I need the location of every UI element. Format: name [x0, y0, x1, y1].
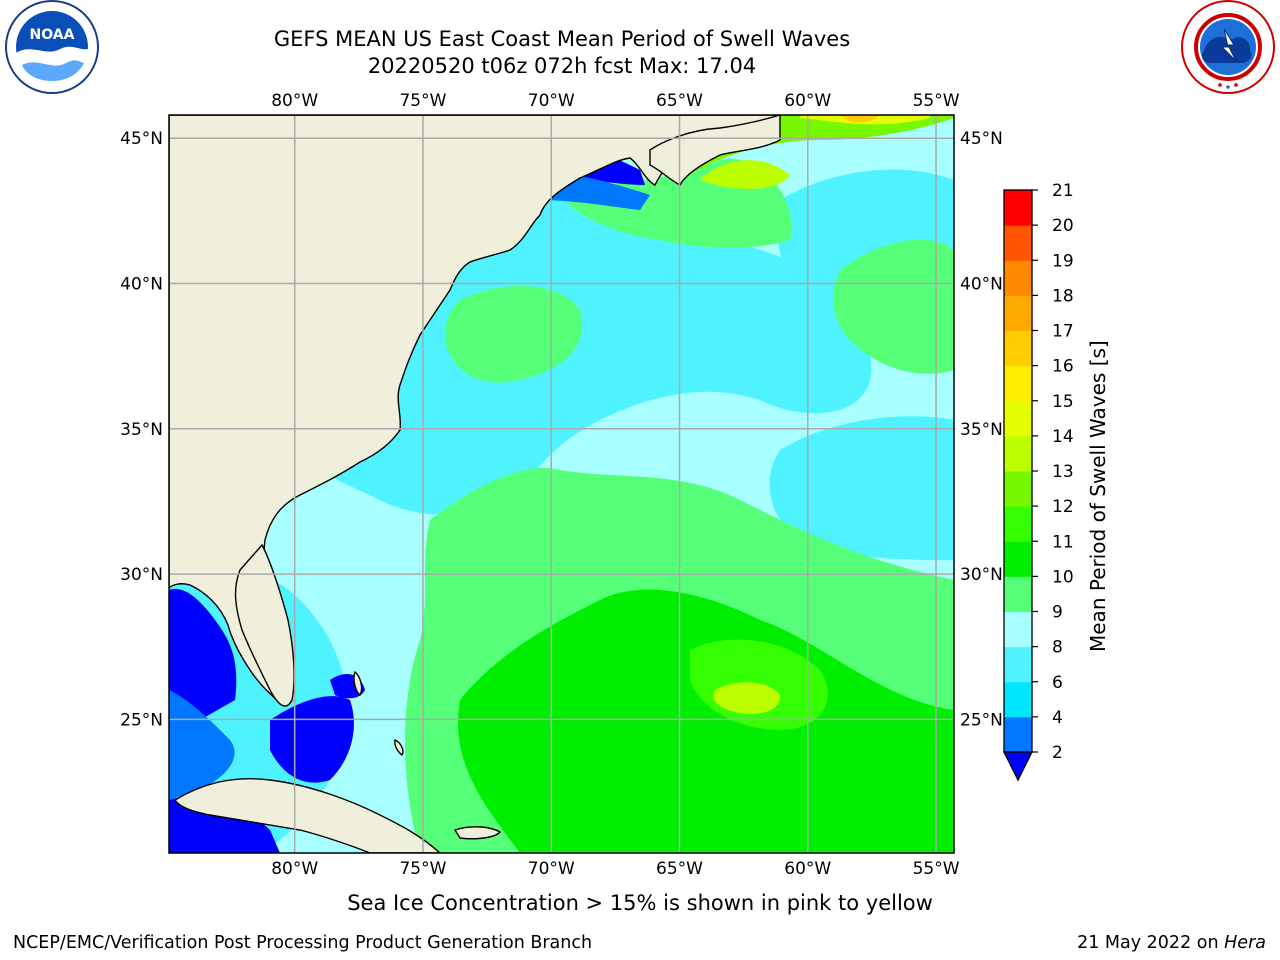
colorbar-tick-label: 11: [1052, 532, 1074, 552]
lat-label-left: 40°N: [120, 275, 163, 295]
lat-label-left: 25°N: [120, 710, 163, 730]
longitude-labels-top: 80°W 75°W 70°W 65°W 60°W 55°W: [271, 91, 959, 111]
lat-label-left: 45°N: [120, 129, 163, 149]
chart-title: GEFS MEAN US East Coast Mean Period of S…: [273, 27, 851, 51]
lat-label-right: 25°N: [960, 710, 1003, 730]
colorbar-segment: [1004, 365, 1032, 402]
field-band-2-4s-gulf: [169, 690, 235, 800]
land-florida: [234, 543, 295, 707]
colorbar-tick-label: 14: [1052, 427, 1074, 447]
colorbar-title: Mean Period of Swell Waves [s]: [1086, 340, 1110, 652]
field-band-12-13s-ne: [700, 160, 790, 190]
colorbar-tick-label: 12: [1052, 497, 1074, 517]
lat-label-right: 40°N: [960, 275, 1003, 295]
colorbar-segment: [1004, 576, 1032, 612]
colorbar-segment: [1004, 330, 1032, 367]
lon-label-bottom: 60°W: [784, 859, 831, 879]
lon-label-top: 80°W: [271, 91, 318, 111]
map-frame: [168, 114, 955, 854]
colorbar-segment: [1004, 471, 1032, 507]
footer-date-text: 21 May 2022 on: [1077, 933, 1225, 953]
field-band-under-2s-gulf: [169, 589, 237, 720]
lat-label-left: 30°N: [120, 565, 163, 585]
colorbar-tick-label: 13: [1052, 462, 1074, 482]
field-band-under-2s-bahamas: [270, 696, 354, 783]
noaa-logo-text: NOAA: [30, 27, 75, 43]
lon-label-top: 70°W: [528, 91, 575, 111]
graticule: [169, 115, 954, 853]
land-cuba: [174, 778, 442, 853]
colorbar-segment: [1004, 225, 1032, 261]
footer-producer: NCEP/EMC/Verification Post Processing Pr…: [13, 933, 593, 953]
colorbar-tick-label: 19: [1052, 251, 1074, 271]
lon-label-bottom: 70°W: [528, 859, 575, 879]
lon-label-top: 75°W: [399, 91, 446, 111]
colorbar-tick-label: 9: [1052, 603, 1063, 623]
colorbar-under-arrow: [1002, 751, 1034, 782]
colorbar-segment: [1004, 260, 1032, 296]
footer-date: 21 May 2022 on Hera: [1077, 933, 1266, 953]
colorbar-segment: [1004, 646, 1032, 683]
lon-label-bottom: 55°W: [913, 859, 960, 879]
colorbar-tick-label: 21: [1052, 181, 1074, 201]
colorbar-tick-label: 10: [1052, 567, 1074, 587]
colorbar-tick-label: 16: [1052, 357, 1074, 377]
lon-label-bottom: 65°W: [656, 859, 703, 879]
lat-label-left: 35°N: [120, 420, 163, 440]
lon-label-top: 55°W: [913, 91, 960, 111]
lat-label-right: 30°N: [960, 565, 1003, 585]
lon-label-top: 65°W: [656, 91, 703, 111]
lon-label-bottom: 75°W: [399, 859, 446, 879]
field-band-10-11s: [458, 589, 954, 853]
latitude-labels-left: 45°N 40°N 35°N 30°N 25°N: [120, 129, 163, 730]
field-band-9-10s-mid: [445, 286, 582, 383]
colorbar-segment: [1004, 681, 1032, 718]
colorbar-tick-label: 15: [1052, 392, 1074, 412]
footer-host: Hera: [1224, 933, 1266, 953]
lat-label-right: 45°N: [960, 129, 1003, 149]
noaa-logo-icon: NOAA: [5, 0, 99, 94]
colorbar-segment: [1004, 190, 1032, 226]
colorbar-segment: [1004, 435, 1032, 472]
colorbar-tick-label: 18: [1052, 286, 1074, 306]
colorbar-segment: [1004, 506, 1032, 542]
colorbar-segment: [1004, 400, 1032, 437]
sea-ice-footnote: Sea Ice Concentration > 15% is shown in …: [347, 891, 933, 915]
colorbar-tick-label: 4: [1052, 708, 1063, 728]
colorbar-tick-label: 17: [1052, 322, 1074, 342]
field-band-12-13s-se: [713, 682, 781, 715]
lat-label-right: 35°N: [960, 420, 1003, 440]
land-nova-scotia: [649, 115, 781, 186]
land-layer: [169, 115, 781, 853]
field-band-15-16s-ne: [840, 115, 880, 123]
colorbar-segment: [1004, 716, 1032, 753]
lon-label-bottom: 80°W: [271, 859, 318, 879]
colorbar-segment: [1004, 295, 1032, 331]
field-band-9-10s-ne: [833, 239, 954, 374]
land-hispaniola: [453, 826, 502, 840]
chart-subtitle: 20220520 t06z 072h fcst Max: 17.04: [367, 54, 757, 78]
colorbar-tick-label: 2: [1052, 743, 1063, 763]
land-bahamas-a: [353, 670, 363, 697]
colorbar-segment: [1004, 541, 1032, 577]
latitude-labels-right: 45°N 40°N 35°N 30°N 25°N: [960, 129, 1003, 730]
colorbar-tick-label: 6: [1052, 673, 1063, 693]
nws-logo-icon: [1181, 0, 1275, 94]
colorbar-tick-label: 8: [1052, 638, 1063, 658]
colorbar: 2 4 6 8 9 10 11 12 13 14 15 16 17 18 19 20 21: [1002, 181, 1074, 782]
field-band-6-8s-east: [769, 416, 954, 560]
colorbar-tick-label: 20: [1052, 216, 1074, 236]
colorbar-segment: [1004, 611, 1032, 648]
longitude-labels-bottom: 80°W 75°W 70°W 65°W 60°W 55°W: [271, 859, 959, 879]
lon-label-top: 60°W: [784, 91, 831, 111]
land-bahamas-b: [394, 739, 404, 757]
